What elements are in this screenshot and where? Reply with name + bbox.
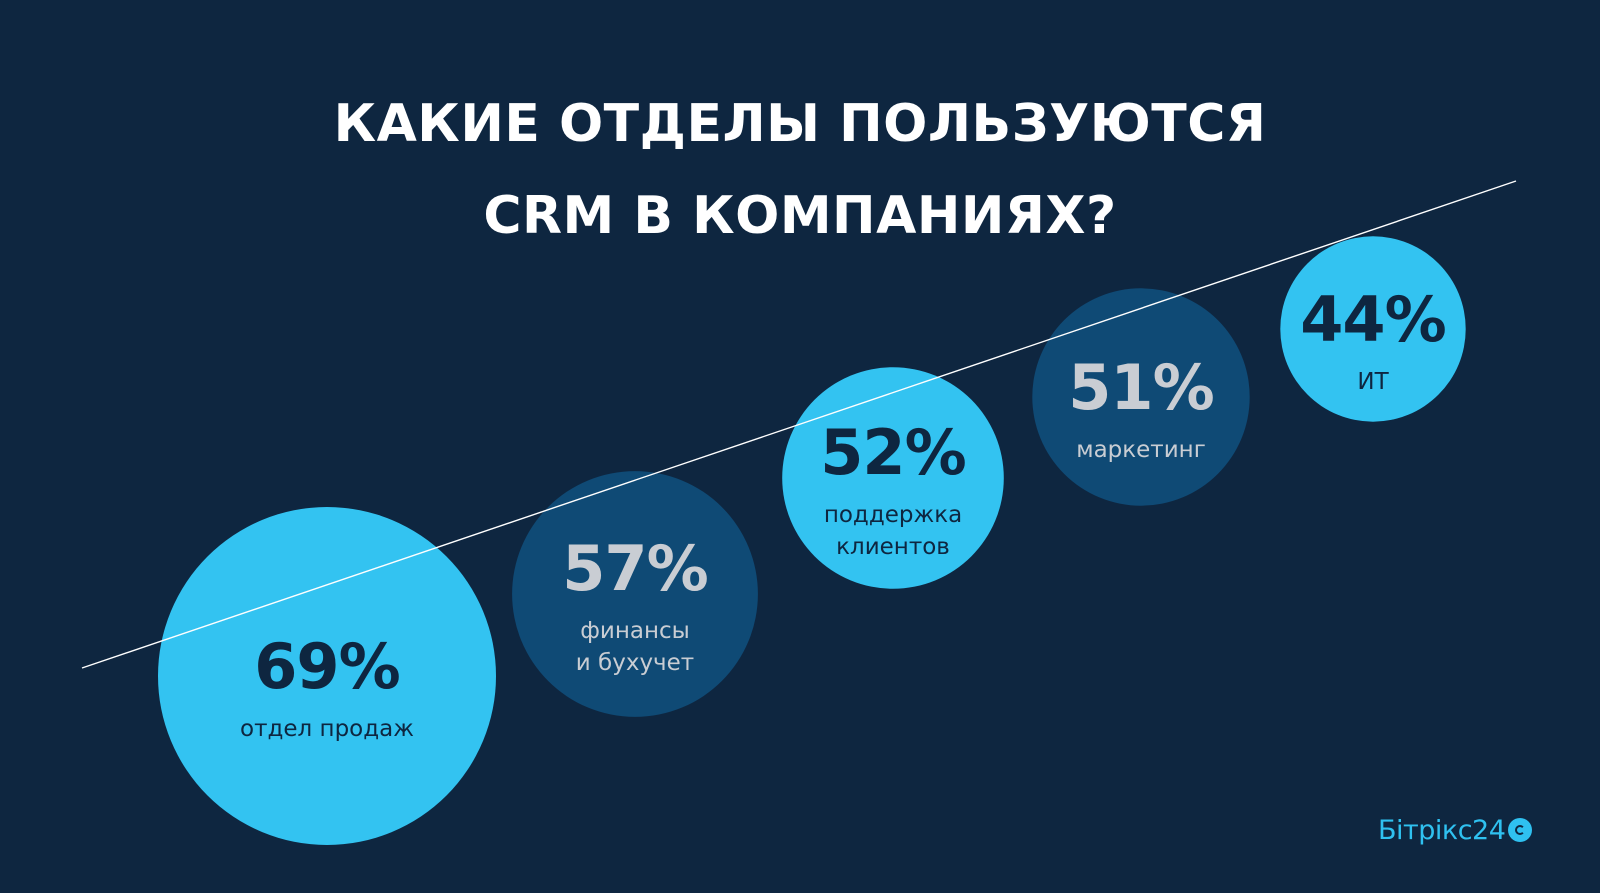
bubble-4 xyxy=(1032,288,1250,506)
bubble-1-category-label: отдел продаж xyxy=(240,716,414,742)
chart-title: КАКИЕ ОТДЕЛЫ ПОЛЬЗУЮТСЯ CRM В КОМПАНИЯХ? xyxy=(0,78,1600,262)
bitrix24-logo-icon xyxy=(1508,818,1533,842)
logo-text: Бітрікс24 xyxy=(1378,814,1506,846)
bubble-2-category-label: и бухучет xyxy=(576,650,694,676)
bubble-2-value-label: 57% xyxy=(562,532,707,605)
bubble-3-category-label: поддержка xyxy=(824,502,962,528)
bubble-4-category-label: маркетинг xyxy=(1076,437,1206,463)
bubble-1 xyxy=(158,507,496,845)
bubble-5-category-label: ИТ xyxy=(1357,369,1389,395)
bubble-3-category-label: клиентов xyxy=(836,534,950,560)
chart-title-line-1: КАКИЕ ОТДЕЛЫ ПОЛЬЗУЮТСЯ xyxy=(333,94,1267,154)
bubble-1-value-label: 69% xyxy=(254,630,399,703)
bubble-3 xyxy=(782,367,1004,589)
bubble-2 xyxy=(512,471,758,717)
bubbles-group xyxy=(158,236,1466,845)
trend-line xyxy=(81,180,1517,669)
bubble-4-value-label: 51% xyxy=(1068,351,1213,424)
bubble-5-value-label: 44% xyxy=(1300,283,1445,356)
bubble-2-category-label: финансы xyxy=(580,618,690,644)
bubble-3-value-label: 52% xyxy=(820,416,965,489)
chart-title-line-2: CRM В КОМПАНИЯХ? xyxy=(483,186,1117,246)
bubble-5 xyxy=(1280,236,1466,422)
bitrix24-logo: Бітрікс24 xyxy=(1378,810,1533,850)
labels-group: 69% отдел продаж 57% финансы и бухучет 52% под… xyxy=(240,283,1447,742)
